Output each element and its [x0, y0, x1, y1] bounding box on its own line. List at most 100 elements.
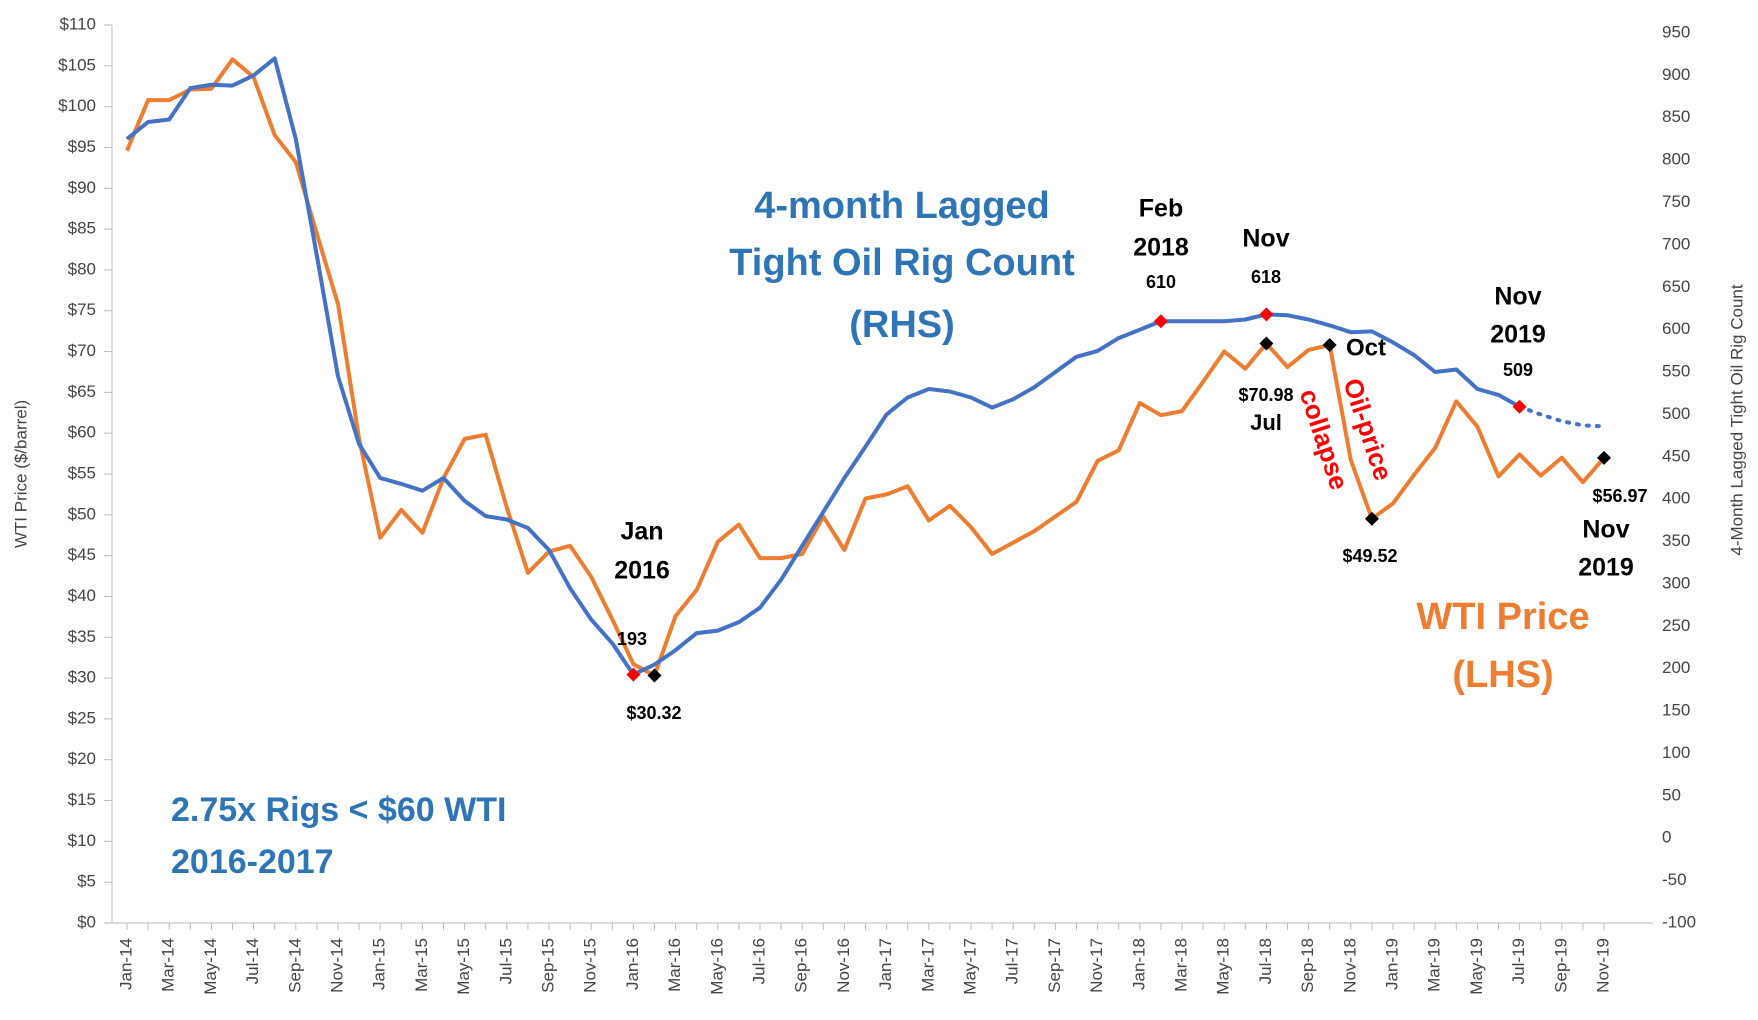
annotation: 2016: [614, 557, 670, 585]
y2-tick-label: 50: [1662, 785, 1681, 804]
y-tick-label: $30: [68, 668, 96, 687]
annotation: Nov: [1494, 283, 1541, 311]
annotation: 2016-2017: [171, 843, 334, 881]
y2-tick-label: 650: [1662, 277, 1690, 296]
annotation: Oct: [1346, 334, 1386, 361]
x-tick-label: Jul-15: [496, 938, 515, 984]
y2-tick-label: -50: [1662, 870, 1687, 889]
x-tick-label: Jul-19: [1509, 938, 1528, 984]
y2-tick-label: 500: [1662, 404, 1690, 423]
marker: [1364, 511, 1379, 526]
y-tick-label: $35: [68, 627, 96, 646]
annotation: (RHS): [849, 304, 955, 346]
annotation: Jul: [1250, 410, 1282, 435]
y2-tick-label: 450: [1662, 446, 1690, 465]
y2-tick-label: 300: [1662, 573, 1690, 592]
y2-tick-label: 600: [1662, 319, 1690, 338]
data-label: 193: [617, 629, 647, 649]
y-tick-label: $55: [68, 463, 96, 482]
series-line: [1517, 404, 1606, 429]
y-tick-label: $40: [68, 586, 96, 605]
x-tick-label: Nov-18: [1340, 938, 1359, 993]
x-tick-label: Jan-14: [116, 938, 135, 990]
data-label: $49.52: [1342, 546, 1397, 566]
x-tick-label: Nov-16: [834, 938, 853, 993]
x-tick-label: Jan-18: [1129, 938, 1148, 990]
x-tick-label: Sep-15: [538, 938, 557, 993]
x-tick-label: Sep-14: [285, 938, 304, 993]
y2-tick-label: 900: [1662, 65, 1690, 84]
y2-tick-label: 100: [1662, 743, 1690, 762]
x-tick-label: Nov-17: [1087, 938, 1106, 993]
x-tick-label: Sep-17: [1045, 938, 1064, 993]
x-tick-label: May-17: [960, 938, 979, 995]
y-tick-label: $70: [68, 341, 96, 360]
data-label: 509: [1503, 360, 1533, 380]
data-label: 618: [1251, 267, 1281, 287]
data-label: $30.32: [626, 703, 681, 723]
y2-tick-label: 950: [1662, 22, 1690, 41]
x-tick-label: Sep-18: [1298, 938, 1317, 993]
marker: [1259, 336, 1274, 351]
x-tick-label: Mar-19: [1425, 938, 1444, 992]
series-line: [125, 56, 1521, 677]
y-tick-label: $15: [68, 790, 96, 809]
x-tick-label: May-16: [707, 938, 726, 995]
y2-tick-label: 250: [1662, 616, 1690, 635]
y-tick-label: $75: [68, 300, 96, 319]
marker: [647, 668, 662, 683]
marker: [1322, 338, 1337, 353]
y-tick-label: $90: [68, 178, 96, 197]
y-tick-label: $80: [68, 259, 96, 278]
x-tick-label: Mar-17: [918, 938, 937, 992]
annotation: Tight Oil Rig Count: [729, 242, 1075, 284]
x-tick-label: May-18: [1214, 938, 1233, 995]
x-tick-label: May-19: [1467, 938, 1486, 995]
data-label: 610: [1146, 272, 1176, 292]
y-tick-label: $110: [59, 14, 96, 33]
annotation: (LHS): [1452, 654, 1553, 696]
annotation: Jan: [620, 518, 663, 546]
y2-tick-label: 750: [1662, 192, 1690, 211]
x-tick-label: Jul-14: [243, 938, 262, 984]
series-line: [125, 57, 1606, 678]
annotation: 2019: [1490, 321, 1546, 349]
marker: [1153, 314, 1168, 329]
y2-tick-label: -100: [1662, 912, 1696, 931]
annotation: 2.75x Rigs < $60 WTI: [171, 791, 506, 829]
y2-tick-label: 850: [1662, 107, 1690, 126]
y-tick-label: $25: [68, 708, 96, 727]
x-tick-label: Jan-15: [370, 938, 389, 990]
x-tick-label: Mar-15: [412, 938, 431, 992]
x-tick-label: May-15: [454, 938, 473, 995]
marker: [1597, 450, 1611, 465]
y-tick-label: $100: [58, 96, 96, 115]
x-tick-label: Nov-19: [1593, 938, 1612, 993]
y2-tick-label: 150: [1662, 701, 1690, 720]
y-tick-label: $50: [68, 504, 96, 523]
y-tick-label: $95: [68, 137, 96, 156]
x-tick-label: Nov-14: [327, 938, 346, 993]
marker: [1259, 307, 1274, 322]
marker: [626, 667, 641, 682]
y-tick-label: $10: [68, 831, 96, 850]
annotation: 2018: [1133, 234, 1189, 262]
y-tick-label: $105: [58, 55, 96, 74]
y2-tick-label: 700: [1662, 234, 1690, 253]
annotation: 2019: [1578, 554, 1634, 582]
x-tick-label: Sep-19: [1551, 938, 1570, 993]
x-tick-label: Mar-18: [1171, 938, 1190, 992]
y-tick-label: $85: [68, 219, 96, 238]
y-tick-label: $0: [77, 912, 96, 931]
y2-tick-label: 800: [1662, 150, 1690, 169]
y2-tick-label: 400: [1662, 489, 1690, 508]
y2-tick-label: 200: [1662, 658, 1690, 677]
annotation: 4-month Lagged: [754, 185, 1050, 227]
y-tick-label: $65: [68, 382, 96, 401]
x-tick-label: Jul-18: [1256, 938, 1275, 984]
x-tick-label: May-14: [201, 938, 220, 995]
y-tick-label: $20: [68, 749, 96, 768]
x-tick-label: Nov-15: [581, 938, 600, 993]
y-tick-label: $45: [68, 545, 96, 564]
